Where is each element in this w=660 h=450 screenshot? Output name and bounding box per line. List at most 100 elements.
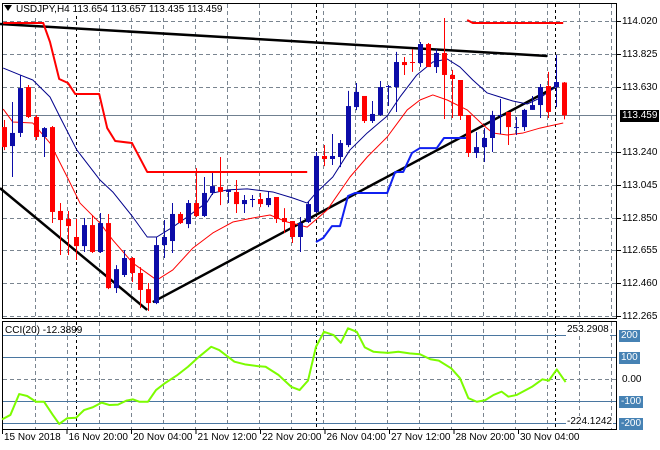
candle-body (266, 198, 271, 206)
candle (562, 82, 567, 120)
candle (154, 237, 159, 305)
candle-body (554, 82, 559, 88)
candle-body (10, 132, 15, 147)
candle-body (450, 74, 455, 79)
candle-body (210, 186, 215, 193)
candle-body (538, 87, 543, 106)
time-label: 22 Nov 20:00 (262, 432, 322, 443)
candle (10, 102, 15, 177)
candle (146, 283, 151, 311)
candle (362, 95, 367, 124)
candle-body (434, 52, 439, 68)
candle-body (274, 196, 279, 220)
candle-body (426, 44, 431, 68)
candle-body (18, 88, 23, 133)
cci-max-label: 253.2908 (566, 324, 610, 336)
candle (58, 203, 63, 255)
candle (178, 211, 183, 225)
price-label: 112.655 (622, 244, 658, 256)
cci-min-label: -224.1242 (566, 416, 614, 428)
candle (450, 69, 455, 118)
candle (354, 83, 359, 111)
candle (210, 172, 215, 195)
candle-body (58, 210, 63, 221)
candle-body (482, 137, 487, 148)
candle-body (370, 113, 375, 122)
candle-body (498, 114, 503, 116)
candle (434, 49, 439, 73)
candle (338, 140, 343, 168)
candle (202, 176, 207, 217)
candle-body (122, 258, 127, 275)
high-value: 113.657 (110, 4, 147, 15)
candle-body (154, 245, 159, 304)
price-label: 113.630 (622, 81, 658, 93)
candle (498, 98, 503, 134)
candle-body (130, 258, 135, 273)
cci-line (1, 327, 567, 425)
candle-body (162, 237, 167, 246)
candle (522, 108, 527, 131)
candle-body (282, 218, 287, 223)
symbol-header: USDJPY,H4 113.654 113.657 113.435 113.45… (4, 4, 223, 15)
candle-body (146, 289, 151, 304)
candle-body (74, 237, 79, 247)
moving-average-fast (3, 58, 556, 238)
candle-body (490, 114, 495, 138)
candle-body (546, 86, 551, 112)
candle-body (458, 80, 463, 116)
candle (378, 81, 383, 116)
cci-level-label: 100 (619, 351, 640, 364)
candle (530, 95, 535, 110)
candle (290, 221, 295, 244)
moving-average-slow (2, 94, 564, 281)
candle (106, 213, 111, 290)
candle-body (34, 116, 39, 137)
trendline (0, 22, 548, 58)
candle-body (410, 62, 415, 64)
candle-body (66, 219, 71, 227)
candle-body (306, 204, 311, 223)
candle-body (98, 223, 103, 252)
main-panel-border (2, 3, 617, 319)
candle (218, 156, 223, 206)
candle-body (50, 127, 55, 212)
time-label: 27 Nov 12:00 (391, 432, 451, 443)
candle (298, 216, 303, 252)
time-label: 16 Nov 20:00 (68, 432, 129, 443)
candle-body (522, 109, 527, 128)
candle (514, 116, 519, 135)
candle (250, 194, 255, 208)
open-value: 113.654 (72, 4, 108, 15)
time-label: 20 Nov 04:00 (133, 432, 193, 443)
candle-body (330, 155, 335, 160)
candle (386, 85, 391, 107)
candle (50, 126, 55, 224)
low-value: 113.435 (148, 4, 185, 15)
candle (242, 194, 247, 213)
candle-body (258, 199, 263, 205)
candle-body (226, 189, 231, 192)
close-value: 113.459 (187, 4, 223, 15)
candle-body (290, 221, 295, 238)
trendline (152, 85, 556, 304)
candle (546, 71, 551, 118)
candle (18, 74, 23, 137)
candle-body (378, 87, 383, 115)
upper-step-line (3, 22, 308, 173)
candle-body (514, 127, 519, 129)
candle (370, 101, 375, 124)
candle (194, 168, 199, 217)
candle-body (314, 155, 319, 212)
candle (282, 208, 287, 233)
candle-body (170, 213, 175, 242)
candle-body (386, 86, 391, 88)
price-label: 112.460 (622, 277, 658, 289)
cci-level-label: 200 (619, 329, 640, 342)
candle (34, 114, 39, 141)
time-label: 28 Nov 20:00 (455, 432, 516, 443)
time-label: 26 Nov 04:00 (326, 432, 387, 443)
dropdown-triangle-icon[interactable] (4, 5, 12, 11)
candle (346, 90, 351, 148)
